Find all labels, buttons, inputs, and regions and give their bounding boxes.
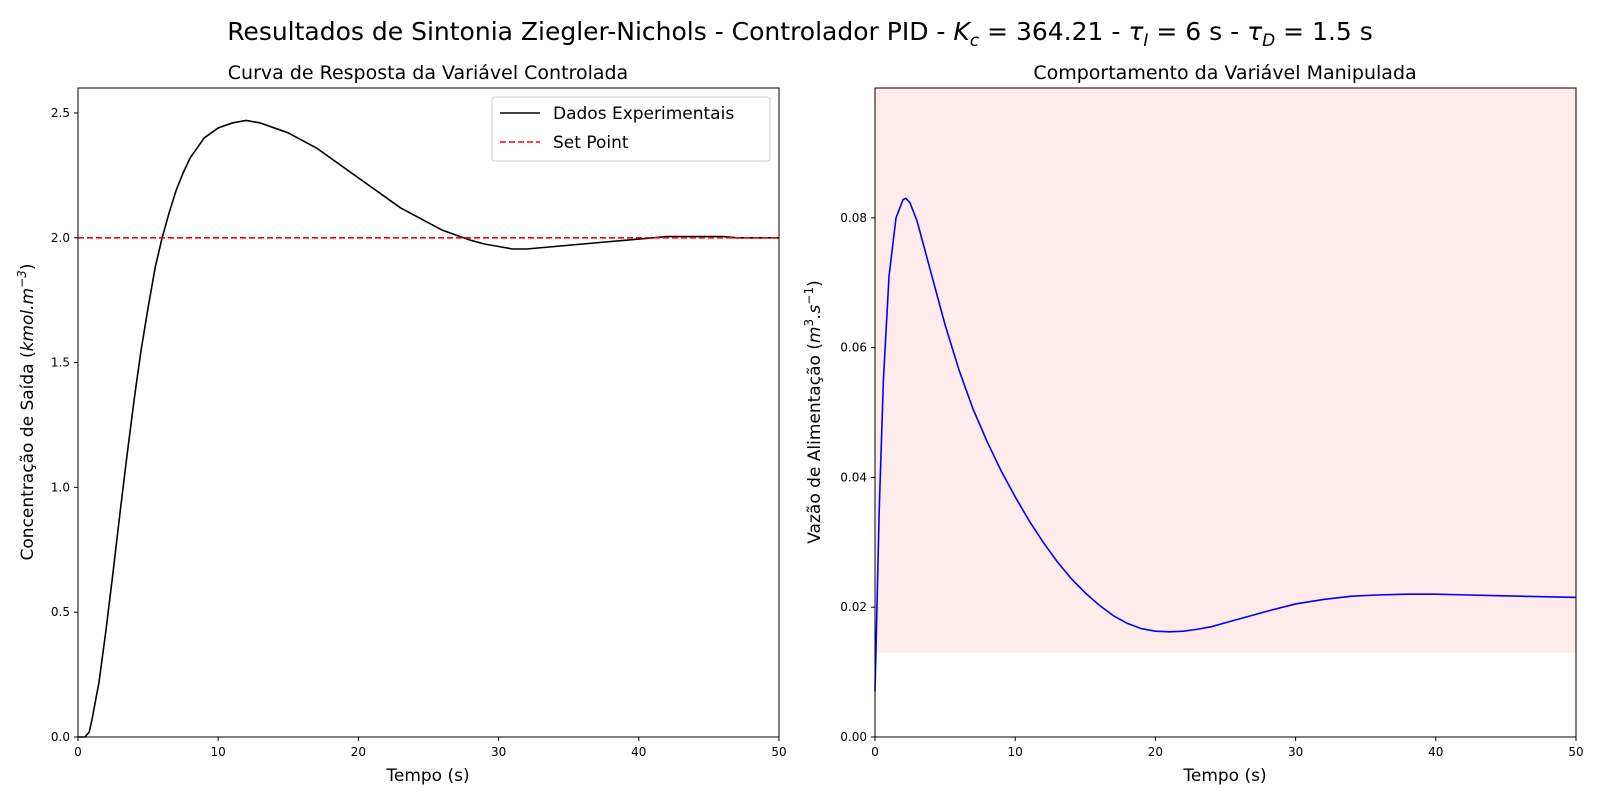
right-chart-xtick-label: 50 xyxy=(1568,745,1583,759)
right-chart-ytick-label: 0.00 xyxy=(840,730,867,744)
left-chart-xtick-label: 30 xyxy=(491,745,506,759)
left-chart: Curva de Resposta da Variável Controlada… xyxy=(15,62,787,786)
left-chart-xtick-label: 20 xyxy=(351,745,366,759)
right-chart-ytick-label: 0.02 xyxy=(840,600,867,614)
right-chart-ytick-label: 0.04 xyxy=(840,470,867,484)
left-chart-ytick-label: 0.0 xyxy=(51,730,70,744)
right-chart-xtick-label: 10 xyxy=(1008,745,1023,759)
left-chart-xtick-label: 10 xyxy=(211,745,226,759)
left-chart-line-dados-experimentais xyxy=(78,119,779,738)
left-chart-frame xyxy=(77,87,780,738)
right-chart-xtick-label: 0 xyxy=(871,745,879,759)
legend-label-setpoint: Set Point xyxy=(553,133,629,153)
left-chart-xlabel: Tempo (s) xyxy=(385,766,469,786)
left-chart-xtick-label: 0 xyxy=(74,745,82,759)
left-chart-ytick-label: 2.5 xyxy=(51,106,70,120)
right-chart-ylabel: Vazão de Alimentação (m3.s−1) xyxy=(802,280,825,544)
right-chart-shaded-region xyxy=(875,88,1576,653)
left-chart-ytick-label: 0.5 xyxy=(51,605,70,619)
left-chart-xtick-label: 40 xyxy=(631,745,646,759)
left-chart-ytick-label: 1.5 xyxy=(51,356,70,370)
left-chart-ylabel: Concentração de Saída (kmol.m−3) xyxy=(15,264,38,561)
legend-label-experimental: Dados Experimentais xyxy=(553,104,734,124)
right-chart-line-series-0 xyxy=(874,197,1577,692)
right-chart-ytick-label: 0.08 xyxy=(840,211,867,225)
legend-frame xyxy=(491,96,771,162)
left-chart-title: Curva de Resposta da Variável Controlada xyxy=(228,62,628,84)
right-chart-xlabel: Tempo (s) xyxy=(1182,766,1266,786)
figure-suptitle: Resultados de Sintonia Ziegler-Nichols -… xyxy=(227,17,1373,51)
right-chart-ticks: 0 10 20 30 40 50 0.00 0.02 0.04 0.06 0.08 xyxy=(840,211,1583,759)
left-chart-ytick-label: 1.0 xyxy=(51,480,70,494)
right-chart-xtick-label: 20 xyxy=(1148,745,1163,759)
right-chart-xtick-label: 30 xyxy=(1288,745,1303,759)
left-chart-marks xyxy=(78,119,779,738)
left-chart-ticks: 0 10 20 30 40 50 0.0 0.5 1.0 1.5 2.0 2.5 xyxy=(51,106,787,759)
right-chart-marks xyxy=(874,88,1577,692)
right-chart-xtick-label: 40 xyxy=(1428,745,1443,759)
right-chart-title: Comportamento da Variável Manipulada xyxy=(1033,62,1416,84)
left-chart-ytick-label: 2.0 xyxy=(51,231,70,245)
right-chart: Comportamento da Variável Manipulada 0 10… xyxy=(802,62,1584,786)
right-chart-ytick-label: 0.06 xyxy=(840,341,867,355)
left-chart-xtick-label: 50 xyxy=(771,745,786,759)
left-chart-legend: Dados Experimentais Set Point xyxy=(491,96,771,162)
right-chart-frame xyxy=(874,87,1577,738)
